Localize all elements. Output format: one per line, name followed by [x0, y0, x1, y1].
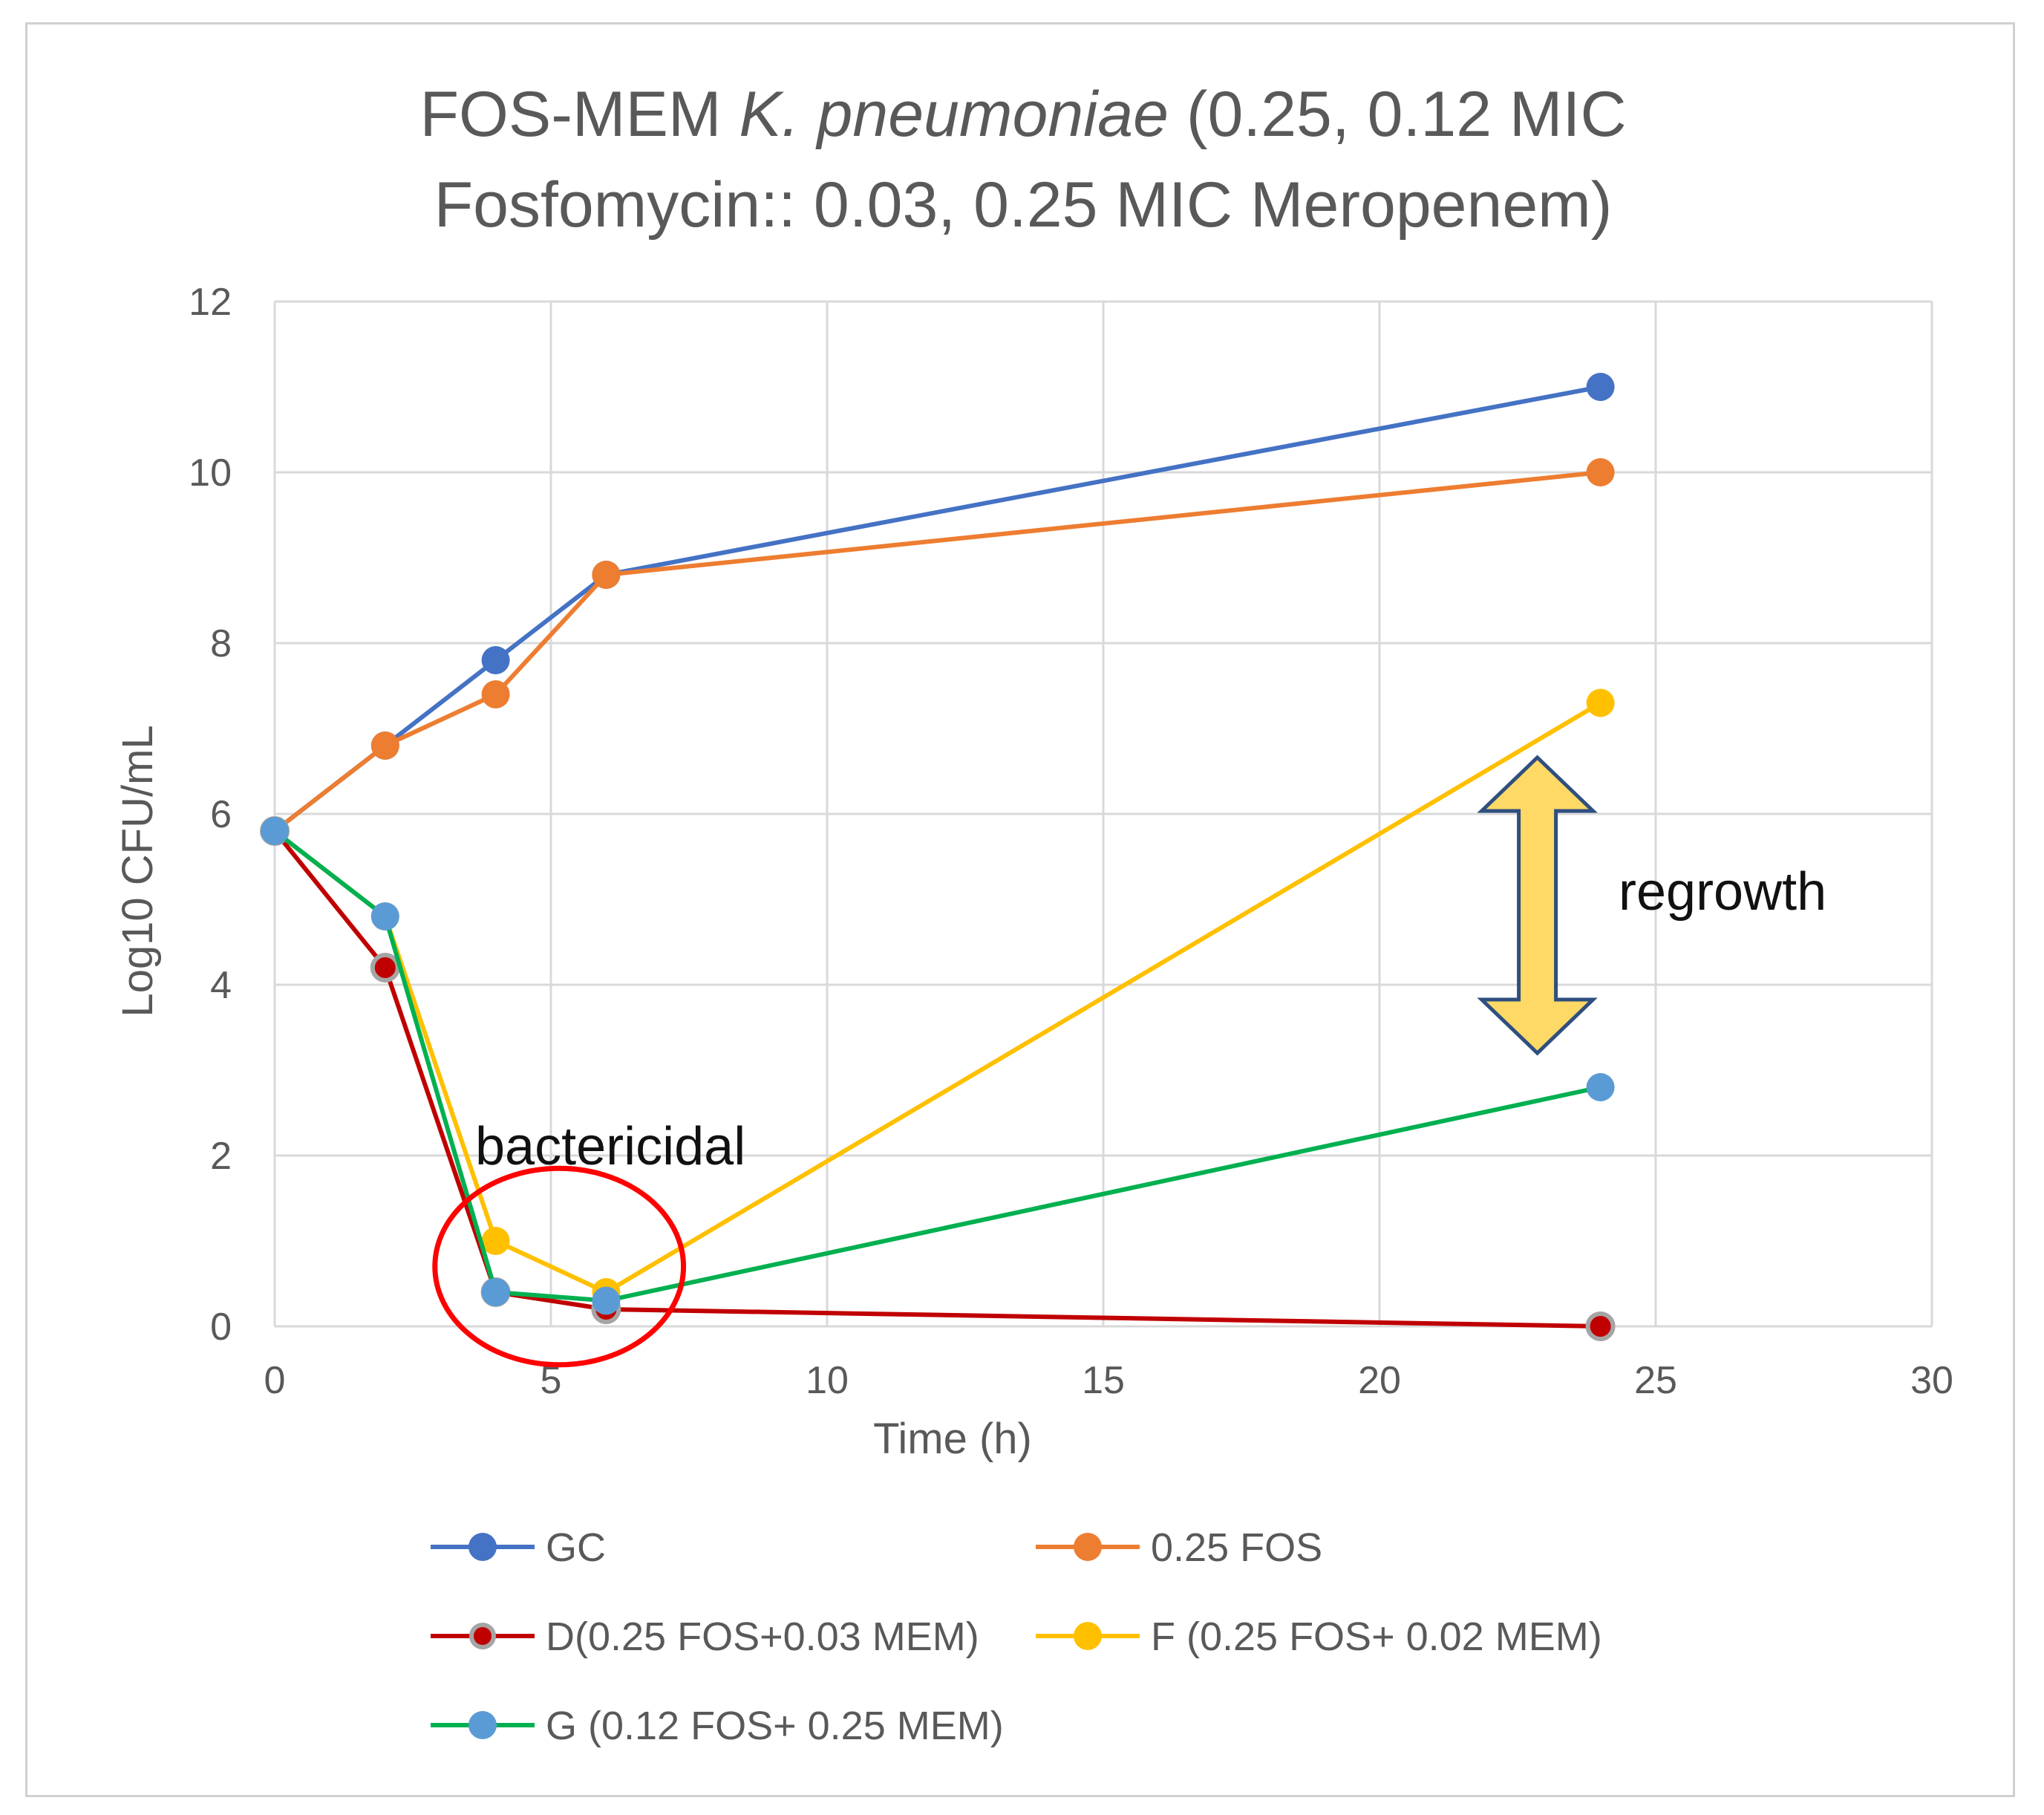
legend-item: D(0.25 FOS+0.03 MEM): [431, 1614, 979, 1659]
series-G (0.12 FOS+ 0.25 MEM): [261, 817, 1615, 1315]
y-tick-label: 12: [189, 281, 232, 324]
x-tick-label: 30: [1910, 1359, 1953, 1402]
series-line: [272, 830, 1601, 1329]
chart-title-line-1: FOS-MEM K. pneumoniae (0.25, 0.12 MIC: [419, 79, 1626, 150]
data-point: [1586, 458, 1615, 486]
title-part: Fosfomycin:: 0.03, 0.25 MIC Meropenem): [434, 169, 1613, 241]
data-point: [481, 1227, 510, 1255]
legend-label: D(0.25 FOS+0.03 MEM): [546, 1614, 979, 1659]
data-point: [1586, 688, 1615, 717]
data-point: [481, 680, 510, 708]
legend-item: G (0.12 FOS+ 0.25 MEM): [431, 1704, 1004, 1748]
x-tick-label: 15: [1082, 1359, 1125, 1402]
legend-label: F (0.25 FOS+ 0.02 MEM): [1151, 1614, 1602, 1659]
y-tick-label: 10: [189, 452, 232, 495]
x-tick-label: 10: [806, 1359, 849, 1402]
data-point: [370, 953, 400, 983]
chart-title-line-2: Fosfomycin:: 0.03, 0.25 MIC Meropenem): [434, 169, 1613, 241]
title-part: FOS-MEM: [419, 79, 739, 150]
legend-swatch-marker: [1074, 1622, 1102, 1650]
legend-label: GC: [546, 1525, 606, 1570]
chart-frame: [25, 22, 2015, 1797]
data-point: [1586, 1073, 1615, 1101]
series: [260, 373, 1616, 1341]
y-tick-label: 4: [210, 964, 232, 1007]
legend: GC 0.25 FOS D(0.25 FOS+0.03 MEM) F (0.25 FO…: [431, 1525, 1602, 1748]
x-axis-label: Time (h): [873, 1415, 1032, 1463]
data-point: [1585, 1311, 1616, 1341]
legend-swatch-marker: [469, 1623, 496, 1649]
x-tick-label: 25: [1634, 1359, 1677, 1402]
data-point: [481, 646, 510, 674]
x-tick-label: 20: [1358, 1359, 1401, 1402]
legend-label: 0.25 FOS: [1151, 1525, 1322, 1570]
legend-item: 0.25 FOS: [1036, 1525, 1322, 1570]
legend-item: GC: [431, 1525, 606, 1570]
y-tick-label: 6: [210, 793, 232, 836]
bactericidal-circle: [432, 1165, 687, 1368]
series-line: [273, 470, 1601, 833]
legend-label: G (0.12 FOS+ 0.25 MEM): [546, 1704, 1004, 1748]
series-line: [273, 700, 1602, 1294]
y-tick-label: 8: [210, 622, 232, 665]
x-tick-label: 0: [264, 1359, 286, 1402]
series-GC: [261, 373, 1615, 845]
legend-item: F (0.25 FOS+ 0.02 MEM): [1036, 1614, 1602, 1659]
regrowth-arrow: [1477, 755, 1598, 1056]
series-F (0.25 FOS+ 0.02 MEM): [261, 688, 1615, 1306]
data-point: [481, 1278, 510, 1306]
series-line: [273, 385, 1601, 833]
legend-swatch-marker: [468, 1533, 497, 1561]
y-tick-label: 0: [210, 1306, 232, 1349]
data-point: [1586, 373, 1615, 401]
title-part: K. pneumoniae: [739, 79, 1169, 150]
y-tick-label: 2: [210, 1135, 232, 1178]
legend-swatch-marker: [1074, 1533, 1102, 1561]
annotations: bactericidal regrowth: [432, 755, 1826, 1368]
data-point: [370, 731, 399, 760]
bactericidal-label: bactericidal: [475, 1117, 745, 1176]
data-point: [261, 817, 289, 845]
gridlines: [273, 300, 1933, 1328]
y-axis-label: Log10 CFU/mL: [114, 725, 162, 1017]
regrowth-label: regrowth: [1619, 862, 1826, 922]
title-part: (0.25, 0.12 MIC: [1169, 79, 1627, 150]
series-D(0.25 FOS+0.03 MEM): [260, 816, 1616, 1341]
data-point: [592, 561, 621, 589]
data-point: [592, 1286, 621, 1315]
legend-swatch-marker: [468, 1711, 497, 1739]
data-point: [370, 902, 399, 931]
series-0.25 FOS: [261, 458, 1615, 845]
